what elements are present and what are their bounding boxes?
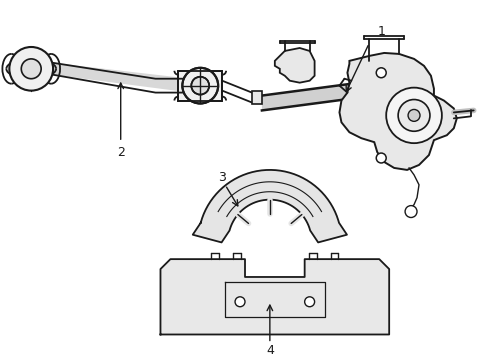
Polygon shape: [193, 170, 347, 242]
Circle shape: [408, 109, 420, 121]
Polygon shape: [252, 91, 262, 104]
Circle shape: [376, 153, 386, 163]
Circle shape: [21, 59, 41, 79]
Text: 3: 3: [218, 171, 226, 184]
Circle shape: [9, 47, 53, 91]
Polygon shape: [262, 83, 399, 111]
Polygon shape: [178, 71, 222, 100]
Text: 1: 1: [377, 24, 385, 38]
Circle shape: [235, 297, 245, 307]
Polygon shape: [161, 259, 389, 334]
Polygon shape: [53, 63, 190, 93]
Circle shape: [386, 87, 442, 143]
Circle shape: [405, 206, 417, 217]
Polygon shape: [340, 53, 457, 170]
Circle shape: [376, 68, 386, 78]
Polygon shape: [275, 48, 315, 83]
Text: 4: 4: [266, 344, 274, 357]
Circle shape: [305, 297, 315, 307]
Text: 2: 2: [117, 145, 124, 158]
Circle shape: [191, 77, 209, 95]
Circle shape: [398, 99, 430, 131]
Circle shape: [182, 68, 218, 103]
